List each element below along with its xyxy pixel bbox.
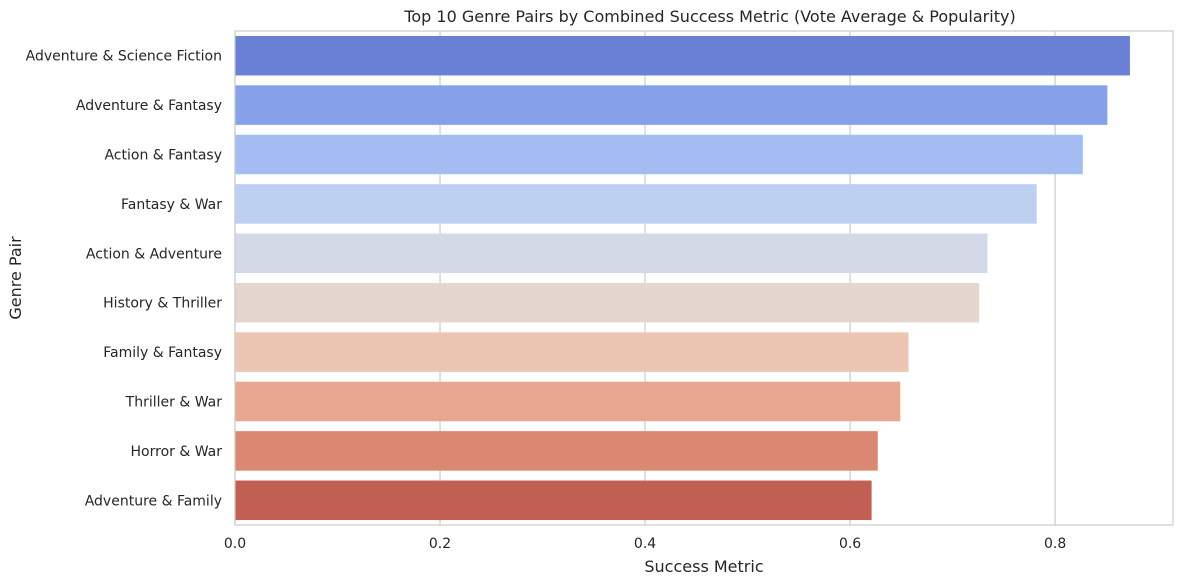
bar: [235, 283, 979, 323]
bar: [235, 184, 1037, 224]
bar: [235, 234, 987, 274]
y-tick-label: Adventure & Science Fiction: [26, 49, 222, 65]
y-axis-labels: Adventure & Science Fiction Adventure & F…: [26, 49, 223, 510]
bar: [235, 36, 1130, 76]
y-tick-label: Adventure & Family: [85, 493, 222, 509]
bar: [235, 135, 1083, 175]
y-tick-label: Horror & War: [131, 444, 223, 460]
bar: [235, 481, 872, 521]
bar: [235, 332, 909, 372]
bar: [235, 85, 1107, 125]
x-axis-labels: 0.0 0.2 0.4 0.6 0.8: [224, 536, 1066, 552]
y-tick-label: Family & Fantasy: [103, 345, 222, 361]
bar: [235, 382, 900, 422]
y-tick-label: Fantasy & War: [121, 197, 222, 213]
x-tick-label: 0.2: [429, 536, 451, 552]
x-tick-label: 0.6: [839, 536, 861, 552]
y-tick-label: Action & Fantasy: [104, 148, 222, 164]
y-tick-label: Thriller & War: [125, 395, 223, 411]
y-tick-label: Action & Adventure: [86, 246, 222, 262]
x-axis-title: Success Metric: [644, 557, 763, 576]
x-tick-label: 0.4: [634, 536, 656, 552]
y-axis-title: Genre Pair: [6, 236, 25, 320]
chart-title: Top 10 Genre Pairs by Combined Success M…: [403, 7, 1015, 26]
x-tick-label: 0.8: [1044, 536, 1066, 552]
bar: [235, 431, 878, 471]
y-tick-label: History & Thriller: [103, 296, 222, 312]
x-tick-label: 0.0: [224, 536, 246, 552]
y-tick-label: Adventure & Fantasy: [76, 98, 222, 114]
bars: [235, 36, 1130, 520]
